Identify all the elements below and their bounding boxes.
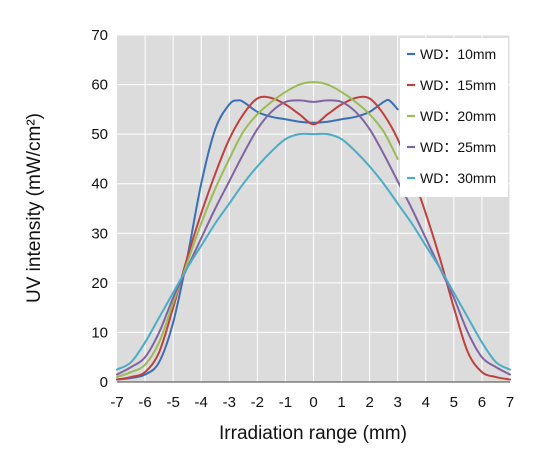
- series-line-5: [116, 132, 511, 371]
- legend: WD：10mm WD：15mm WD：20mm WD：25mm WD：30mm: [400, 38, 508, 197]
- series-lines: [116, 81, 511, 381]
- legend-label: WD：15mm: [420, 77, 496, 93]
- x-tick-label: 2: [365, 394, 373, 411]
- x-tick-label: -3: [223, 394, 236, 411]
- y-tick-label: 50: [91, 126, 108, 143]
- legend-label: WD：20mm: [420, 108, 496, 124]
- series-line-3: [116, 81, 399, 379]
- x-axis-ticks: -7 -6 -5 -4 -3 -2 -1 0 1 2 3 4 5 6 7: [110, 394, 514, 411]
- x-tick-label: -5: [166, 394, 179, 411]
- x-tick-label: 1: [337, 394, 345, 411]
- y-tick-label: 60: [91, 77, 108, 94]
- x-tick-label: 6: [478, 394, 486, 411]
- y-tick-label: 40: [91, 176, 108, 193]
- x-tick-label: 5: [450, 394, 458, 411]
- y-tick-label: 10: [91, 324, 108, 341]
- x-tick-label: 4: [422, 394, 430, 411]
- x-tick-label: 7: [506, 394, 514, 411]
- y-tick-label: 30: [91, 225, 108, 242]
- y-axis-title: UV intensity (mW/cm²): [24, 113, 45, 303]
- y-tick-label: 20: [91, 275, 108, 292]
- x-tick-label: 3: [394, 394, 402, 411]
- x-tick-label: -2: [251, 394, 264, 411]
- y-axis-ticks: 0 10 20 30 40 50 60 70: [91, 27, 108, 391]
- legend-label: WD：30mm: [420, 170, 496, 186]
- x-tick-label: -4: [195, 394, 208, 411]
- x-tick-label: -1: [279, 394, 292, 411]
- x-axis-title: Irradiation range (mm): [219, 423, 407, 444]
- x-tick-label: 0: [309, 394, 317, 411]
- y-tick-label: 0: [100, 374, 108, 391]
- legend-box: [400, 38, 508, 197]
- y-tick-label: 70: [91, 27, 108, 44]
- legend-label: WD：10mm: [420, 46, 496, 62]
- x-tick-label: -6: [138, 394, 151, 411]
- legend-label: WD：25mm: [420, 139, 496, 155]
- x-tick-label: -7: [110, 394, 123, 411]
